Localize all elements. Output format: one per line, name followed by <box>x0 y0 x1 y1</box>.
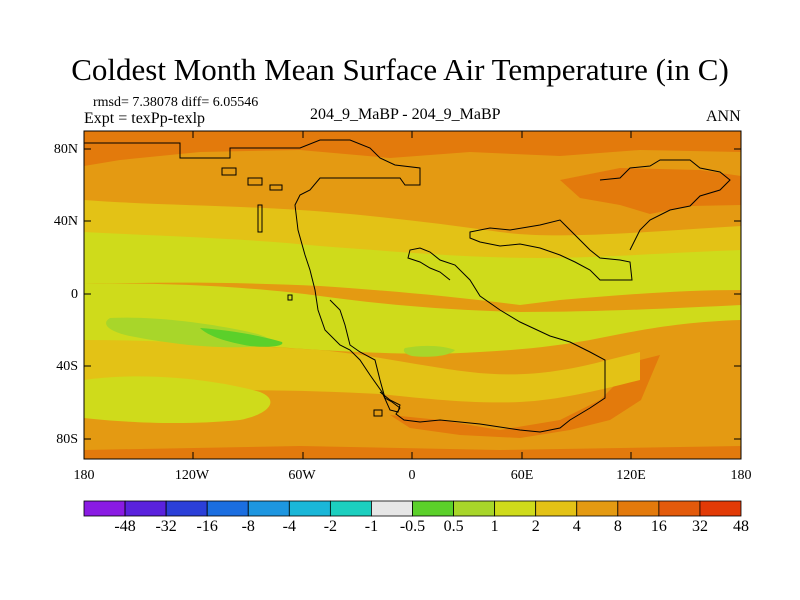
coastline-island-1 <box>257 204 263 233</box>
colorbar-box <box>576 500 619 517</box>
field-band-south <box>84 340 640 408</box>
colorbar-label: 0.5 <box>443 518 464 535</box>
colorbar <box>83 500 742 517</box>
field-green-atlantic <box>403 345 455 357</box>
field-yellow-south <box>84 376 271 424</box>
colorbar-box <box>535 500 578 517</box>
coastlines <box>84 139 731 433</box>
colorbar-box <box>699 500 742 517</box>
lon-label-180w: 180 <box>73 468 95 483</box>
coastline-arctic-isles <box>221 167 283 191</box>
colorbar-box <box>83 500 126 517</box>
field-warm-south <box>390 355 660 438</box>
axis-ticks <box>84 131 741 459</box>
colorbar-box <box>165 500 208 517</box>
coastline-island-2 <box>287 294 293 301</box>
colorbar-box <box>617 500 660 517</box>
colorbar-box <box>329 500 372 517</box>
colorbar-box <box>371 500 413 517</box>
colorbar-label: -48 <box>114 518 136 535</box>
colorbar-box <box>453 500 496 517</box>
colorbar-box <box>247 500 290 517</box>
lon-label-180e: 180 <box>730 468 752 483</box>
lat-label-80n: 80N <box>53 142 78 157</box>
coastline-asia <box>469 219 633 281</box>
coastline-south-america <box>329 247 606 433</box>
colorbar-label: 1 <box>490 518 499 535</box>
coastline-siberia <box>599 159 731 251</box>
colorbar-box <box>412 500 454 517</box>
colorbar-label: -4 <box>282 518 296 535</box>
colorbar-box <box>494 500 537 517</box>
colorbar-box <box>658 500 701 517</box>
lon-label-0: 0 <box>408 468 416 483</box>
colorbar-label: 16 <box>650 518 667 535</box>
colorbar-label: -16 <box>196 518 218 535</box>
lon-label-60e: 60E <box>510 468 534 483</box>
plot-title: Coldest Month Mean Surface Air Temperatu… <box>71 52 729 87</box>
coastline-island-3 <box>373 409 383 417</box>
field-warm-north <box>84 131 741 166</box>
colorbar-label: 32 <box>691 518 708 535</box>
colorbar-box <box>206 500 249 517</box>
colorbar-label: -0.5 <box>399 518 426 535</box>
lat-label-0: 0 <box>71 287 78 302</box>
colorbar-box <box>288 500 331 517</box>
colorbar-label: -2 <box>323 518 338 535</box>
period-label: ANN <box>706 108 741 125</box>
colorbar-label: 48 <box>733 518 749 535</box>
colorbar-label: 2 <box>531 518 540 535</box>
case-label: 204_9_MaBP - 204_9_MaBP <box>310 106 501 123</box>
field-brightgreen-pacific <box>200 328 283 347</box>
colorbar-label: 8 <box>613 518 622 535</box>
lon-label-120w: 120W <box>174 468 210 483</box>
rmsd-diff-stats: rmsd= 7.38078 diff= 6.05546 <box>93 95 259 110</box>
colorbar-label: -32 <box>155 518 177 535</box>
colorbar-box <box>124 500 167 517</box>
colorbar-label: -8 <box>241 518 255 535</box>
field-yellow-north <box>84 232 741 305</box>
temperature-field <box>84 131 741 459</box>
lat-label-40s: 40S <box>56 359 78 374</box>
lat-label-40n: 40N <box>53 214 78 229</box>
lat-label-80s: 80S <box>56 432 78 447</box>
experiment-label: Expt = texPp-texlp <box>84 110 206 127</box>
lon-label-120e: 120E <box>616 468 646 483</box>
coastline-north-america <box>84 139 421 413</box>
field-band-north <box>84 200 741 270</box>
colorbar-label: -1 <box>364 518 379 535</box>
colorbar-label: 4 <box>572 518 581 535</box>
lon-label-60w: 60W <box>288 468 316 483</box>
